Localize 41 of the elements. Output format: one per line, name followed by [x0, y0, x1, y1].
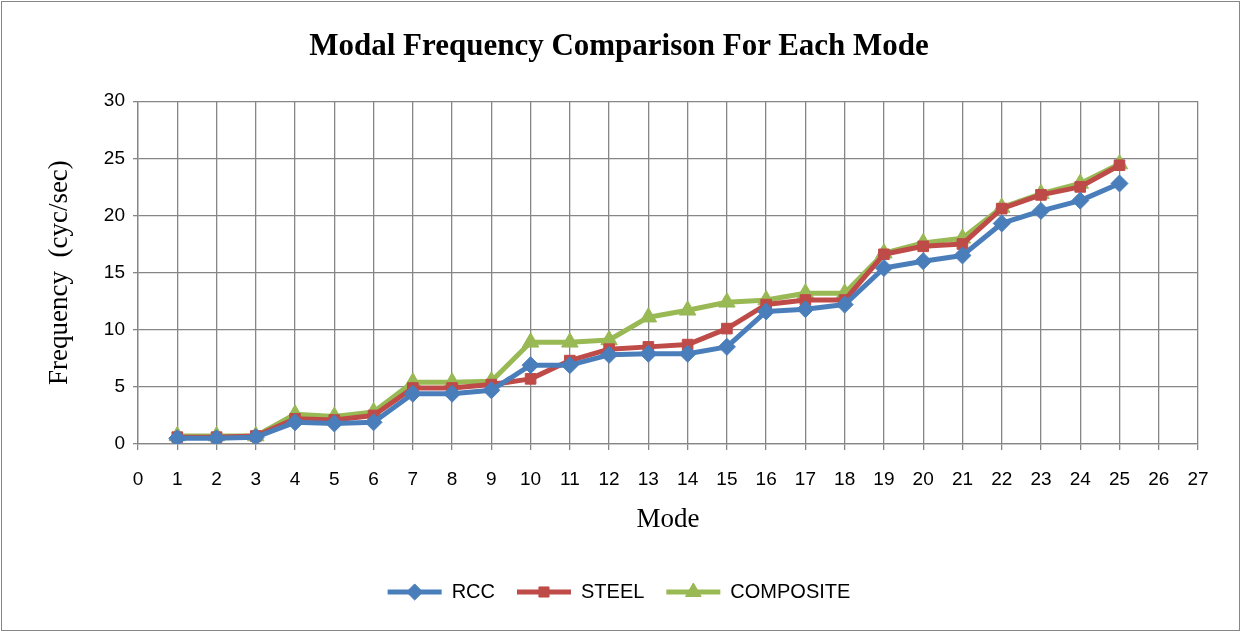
x-tick-label: 23 — [1030, 467, 1052, 489]
x-tick-label: 22 — [991, 467, 1013, 489]
x-tick-label: 18 — [834, 467, 856, 489]
legend-label: RCC — [451, 579, 495, 602]
x-tick-label: 6 — [368, 467, 379, 489]
y-tick-label: 15 — [103, 260, 125, 282]
x-tick-label: 5 — [329, 467, 340, 489]
y-tick-label: 0 — [114, 432, 125, 454]
legend-label: STEEL — [580, 579, 645, 602]
legend-label: COMPOSITE — [730, 579, 851, 602]
x-tick-label: 4 — [289, 467, 301, 489]
x-tick-label: 8 — [446, 467, 458, 489]
x-tick-label: 12 — [598, 467, 620, 489]
x-tick-label: 25 — [1108, 467, 1131, 489]
x-tick-label: 26 — [1148, 467, 1170, 489]
x-tick-label: 24 — [1069, 467, 1092, 489]
x-tick-label: 15 — [716, 467, 738, 489]
x-tick-label: 14 — [677, 467, 699, 489]
x-tick-label: 7 — [407, 467, 419, 489]
x-tick-label: 2 — [211, 467, 222, 489]
x-tick-label: 13 — [637, 467, 659, 489]
x-tick-label: 17 — [794, 467, 816, 489]
x-tick-label: 27 — [1187, 467, 1209, 489]
x-tick-label: 11 — [559, 467, 580, 489]
y-tick-label: 20 — [103, 203, 125, 225]
x-tick-label: 20 — [912, 467, 934, 489]
chart-title: Modal Frequency Comparison For Each Mode — [309, 26, 929, 62]
y-tick-label: 30 — [103, 89, 125, 111]
y-tick-label: 10 — [103, 317, 125, 339]
x-tick-label: 1 — [171, 467, 183, 489]
x-tick-label: 3 — [250, 467, 262, 489]
y-tick-label: 25 — [103, 146, 125, 168]
x-tick-label: 21 — [951, 467, 974, 489]
x-tick-label: 0 — [132, 467, 144, 489]
x-tick-label: 10 — [520, 467, 542, 489]
y-axis-title: Frequency (cyc/sec) — [43, 160, 74, 386]
x-tick-label: 19 — [873, 467, 895, 489]
x-tick-label: 9 — [486, 467, 497, 489]
x-tick-label: 16 — [755, 467, 777, 489]
x-axis-title: Mode — [636, 502, 700, 533]
y-tick-label: 5 — [114, 375, 125, 397]
